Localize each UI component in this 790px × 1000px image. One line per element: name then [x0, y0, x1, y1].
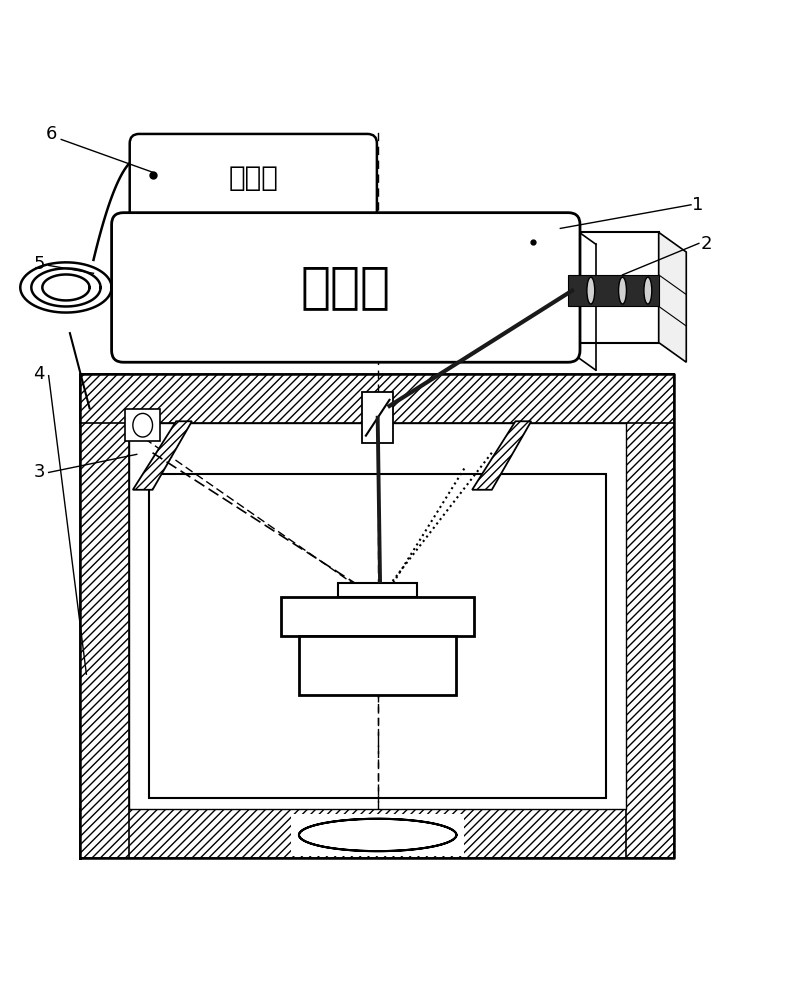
Text: 4: 4 [33, 365, 45, 383]
Text: 光谱仪: 光谱仪 [228, 164, 278, 192]
Text: 3: 3 [33, 463, 45, 481]
Ellipse shape [587, 277, 595, 304]
Bar [626, 374, 675, 858]
Bar [338, 583, 417, 597]
Bar [299, 636, 457, 695]
Bar [291, 814, 465, 856]
Text: 6: 6 [45, 125, 57, 143]
Text: 5: 5 [33, 255, 45, 273]
Polygon shape [659, 232, 687, 362]
Polygon shape [472, 421, 531, 490]
Text: 1: 1 [692, 196, 704, 214]
Text: 2: 2 [700, 235, 712, 253]
Bar [281, 597, 474, 636]
Bar [149, 474, 606, 798]
Text: 激光器: 激光器 [301, 263, 391, 311]
Ellipse shape [133, 413, 152, 437]
FancyBboxPatch shape [130, 134, 377, 222]
Bar [568, 275, 659, 306]
Bar [80, 809, 675, 858]
Bar [80, 374, 129, 858]
Bar [568, 232, 659, 343]
Polygon shape [133, 421, 192, 490]
Bar [125, 409, 160, 441]
Bar [80, 374, 675, 423]
Ellipse shape [644, 277, 652, 304]
FancyBboxPatch shape [111, 213, 580, 362]
Bar [129, 423, 626, 809]
Ellipse shape [619, 277, 626, 304]
Bar [362, 392, 393, 443]
